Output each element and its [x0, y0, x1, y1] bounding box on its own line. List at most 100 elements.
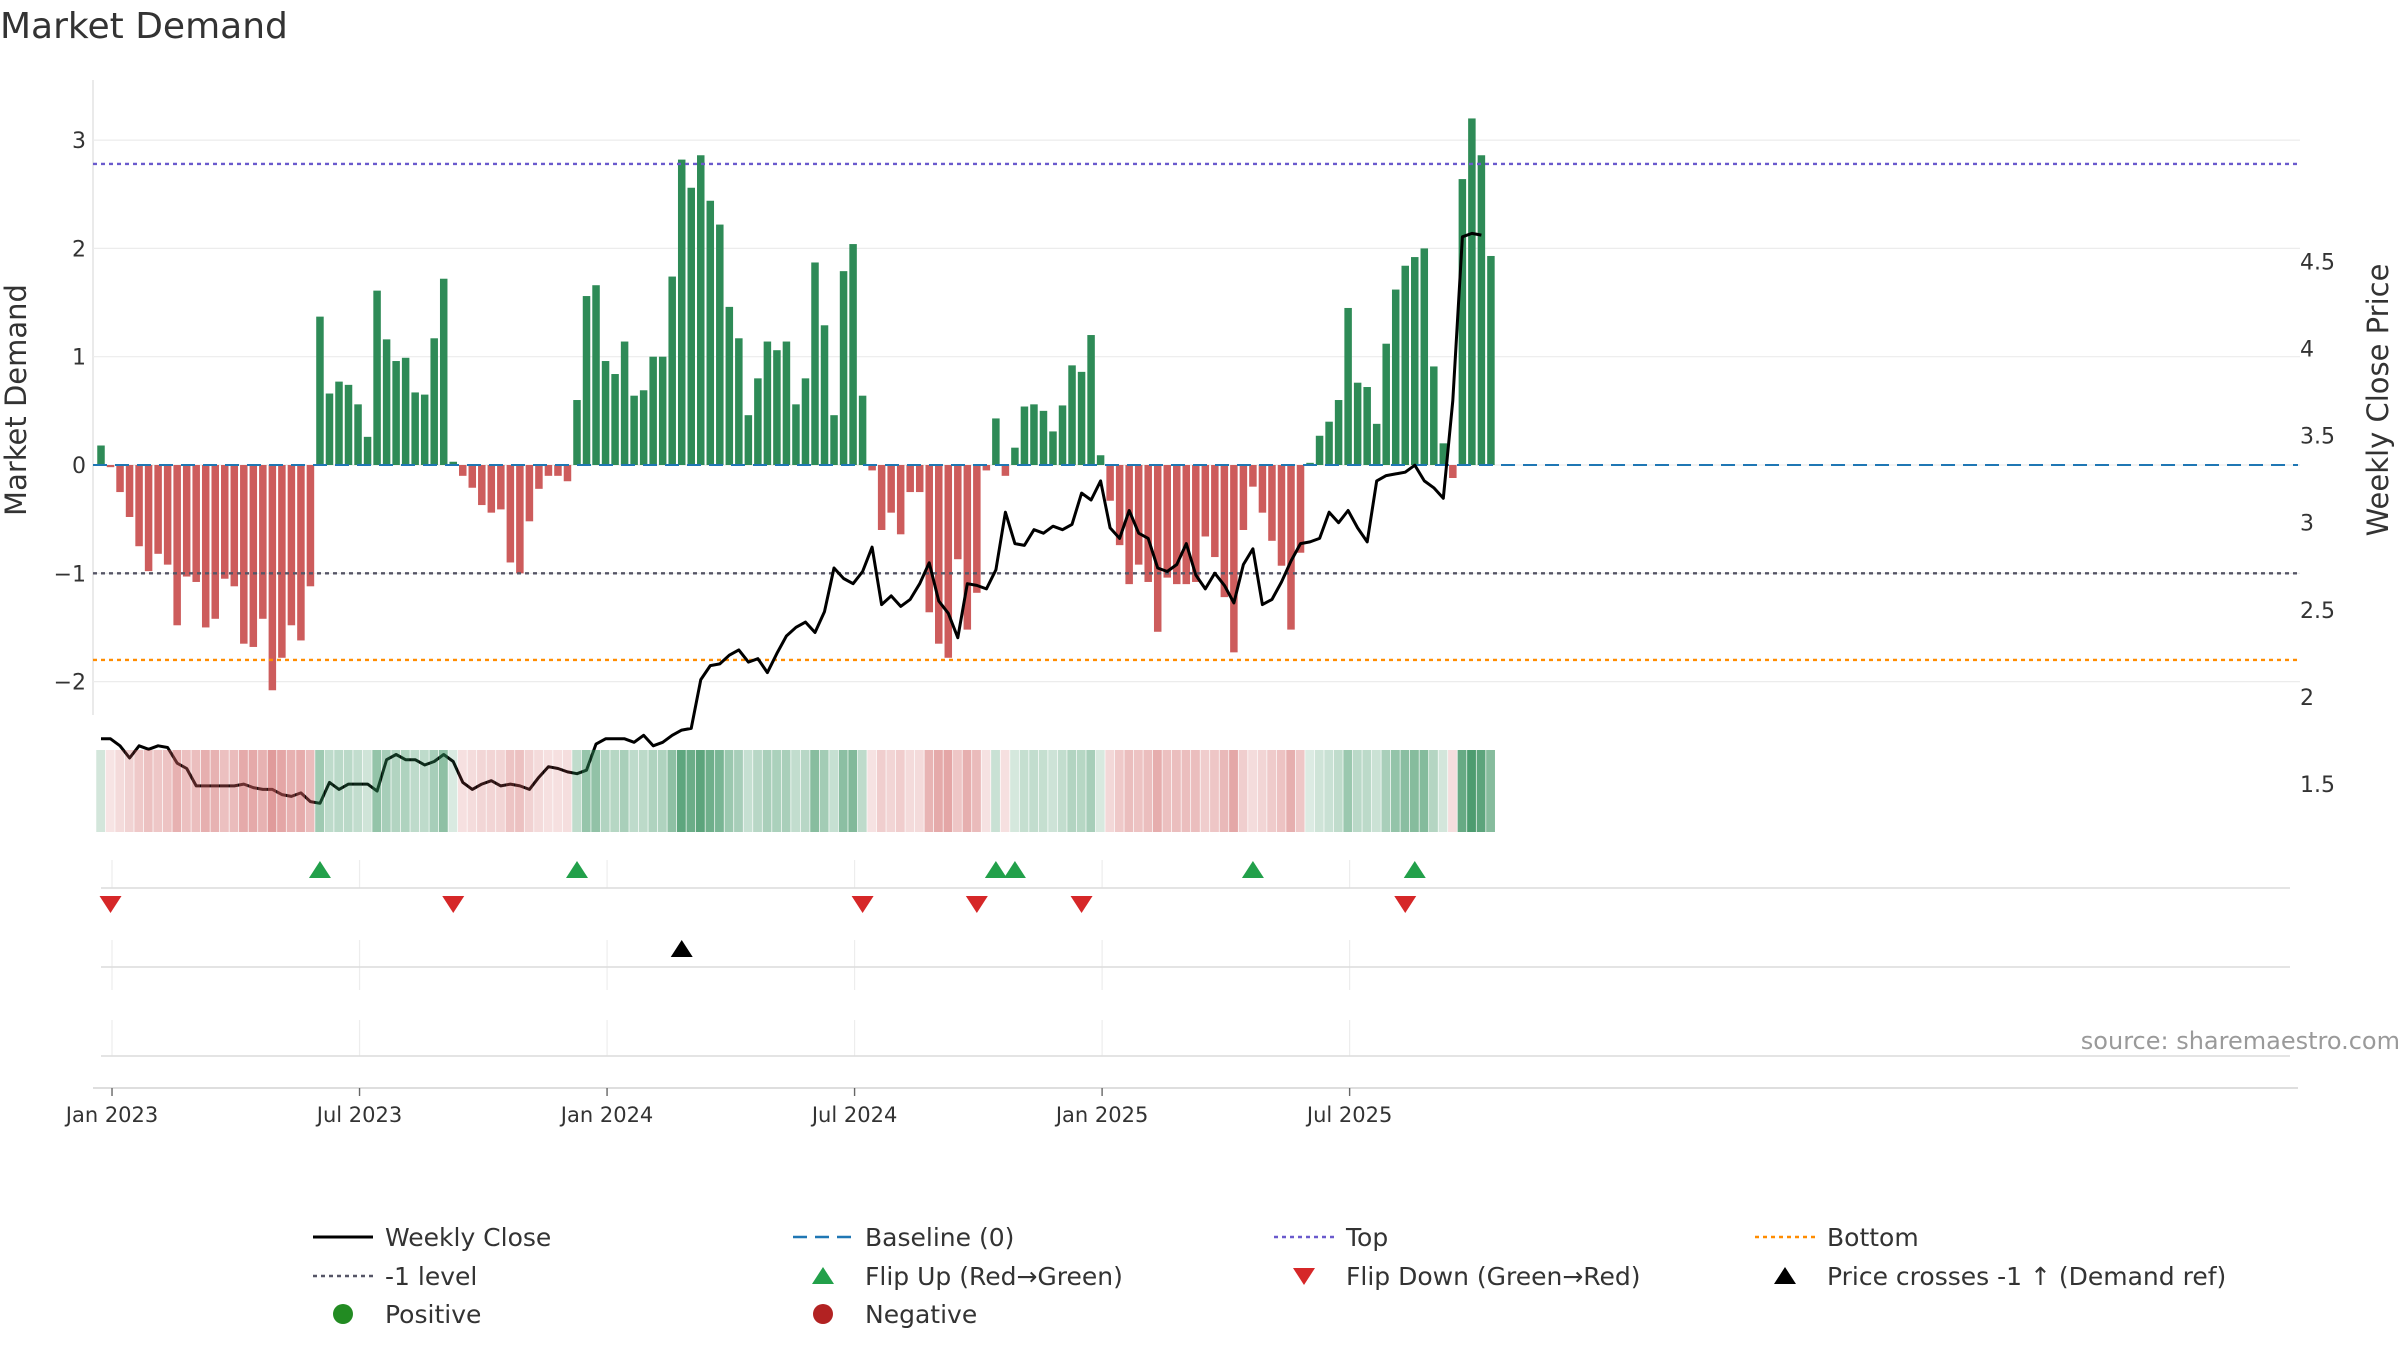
left-axis-label: Market Demand	[0, 284, 33, 516]
heat-strip-cell	[1390, 750, 1400, 832]
positive-demand-bar	[582, 296, 591, 465]
positive-demand-bar	[668, 276, 676, 465]
positive-demand-bar	[335, 381, 343, 465]
negative-demand-bar	[116, 465, 124, 493]
heat-strip-cell	[210, 750, 220, 832]
right-y-tick-label: 4	[2300, 337, 2314, 362]
heat-strip-cell	[876, 750, 886, 832]
heat-strip-cell	[1219, 750, 1229, 832]
negative-demand-bar	[106, 465, 115, 468]
positive-demand-bar	[1477, 155, 1486, 465]
right-y-tick-label: 2	[2300, 686, 2314, 711]
positive-demand-bar	[611, 374, 619, 465]
positive-demand-bar	[1306, 462, 1314, 465]
left-y-tick-label: 0	[72, 454, 86, 479]
flip-down-marker	[851, 896, 874, 913]
positive-demand-bar	[344, 384, 353, 465]
legend-bottom-label: Bottom	[1827, 1223, 1919, 1252]
negative-demand-bar	[1001, 465, 1010, 476]
heat-strip-cell	[1019, 750, 1029, 832]
negative-demand-bar	[278, 465, 286, 658]
heat-strip-cell	[543, 750, 553, 832]
positive-demand-bar	[439, 278, 448, 465]
heat-strip-cell	[619, 750, 629, 832]
heat-strip-cell	[800, 750, 810, 832]
x-tick-label: Jul 2025	[1305, 1103, 1392, 1127]
heat-strip-cell	[1248, 750, 1257, 832]
heat-strip-cell	[172, 750, 182, 832]
weekly-close-series	[101, 231, 1482, 805]
weekly-close-line	[101, 231, 1482, 805]
positive-demand-bar	[1487, 255, 1495, 465]
heat-strip-cell	[1229, 750, 1238, 832]
positive-demand-bar	[1353, 382, 1362, 465]
heat-strip-cell	[1105, 750, 1115, 832]
heat-strip-cell	[391, 750, 401, 832]
negative-demand-bar	[877, 465, 886, 530]
negative-demand-bar	[1125, 465, 1133, 585]
negative-demand-bar	[1268, 465, 1276, 541]
negative-demand-bar	[201, 465, 210, 628]
heat-strip-cell	[96, 750, 106, 832]
positive-demand-bar	[725, 306, 734, 465]
positive-demand-bar	[716, 224, 724, 465]
negative-demand-bar	[249, 465, 258, 647]
positive-demand-bar	[430, 338, 438, 465]
positive-demand-bar	[697, 155, 705, 465]
positive-demand-bar	[592, 285, 600, 465]
negative-demand-bar	[1239, 465, 1248, 530]
heat-strip-cell	[1324, 750, 1334, 832]
negative-demand-bar	[506, 465, 515, 563]
negative-demand-bar	[306, 465, 315, 587]
positive-demand-bar	[1011, 447, 1019, 465]
heat-strip-cell	[229, 750, 239, 832]
price-cross-marker	[670, 940, 693, 957]
heat-strip-cell	[124, 750, 134, 832]
heat-strip-cell	[362, 750, 372, 832]
heat-strip-cell	[1419, 750, 1429, 832]
heat-strip-cell	[1133, 750, 1143, 832]
heat-strip-cell	[1057, 750, 1067, 832]
flip-up-marker	[984, 861, 1007, 878]
heat-strip-cell	[1371, 750, 1381, 832]
x-axis: Jan 2023 Jul 2023 Jan 2024 Jul 2024 Jan 2025…	[64, 1087, 2298, 1127]
negative-demand-bar	[1296, 465, 1305, 553]
heat-strip-cell	[1181, 750, 1191, 832]
legend-price-cross-swatch	[1774, 1267, 1796, 1284]
legend-flip-down-swatch	[1293, 1268, 1315, 1285]
heat-strip-cell	[676, 750, 686, 832]
negative-demand-bar	[1287, 465, 1295, 630]
left-y-tick-label: 1	[72, 346, 86, 371]
positive-demand-bar	[1049, 431, 1057, 465]
positive-demand-bar	[316, 316, 324, 465]
heat-strip-cell	[296, 750, 305, 832]
flip-down-marker	[99, 896, 122, 913]
heat-strip-cell	[429, 750, 439, 832]
heat-strip-cell	[1333, 750, 1343, 832]
positive-demand-bar	[573, 400, 581, 465]
heat-strip-cell	[562, 750, 572, 832]
heat-strip-cell	[1448, 750, 1457, 832]
positive-demand-bar	[630, 395, 638, 465]
heat-strip-cell	[1086, 750, 1096, 832]
flip-up-marker	[308, 861, 331, 878]
heat-strip-cell	[1143, 750, 1153, 832]
heat-strip-cell	[267, 750, 277, 832]
flip-down-marker	[442, 896, 465, 913]
heat-strip-cell	[715, 750, 724, 832]
negative-demand-bar	[973, 465, 981, 593]
heat-strip-cell	[315, 750, 325, 832]
heat-strip-cell	[962, 750, 972, 832]
positive-demand-bar	[658, 356, 667, 465]
heat-strip-cell	[1029, 750, 1039, 832]
demand-bars	[97, 118, 1495, 691]
heat-strip-cell	[353, 750, 363, 832]
negative-demand-bar	[173, 465, 181, 626]
heat-strip-cell	[734, 750, 743, 832]
legend-flip-up-label: Flip Up (Red→Green)	[865, 1262, 1123, 1291]
negative-demand-bar	[240, 465, 248, 644]
negative-demand-bar	[135, 465, 143, 547]
negative-demand-bar	[563, 465, 572, 482]
negative-demand-bar	[554, 465, 562, 476]
negative-demand-bar	[1220, 465, 1229, 598]
